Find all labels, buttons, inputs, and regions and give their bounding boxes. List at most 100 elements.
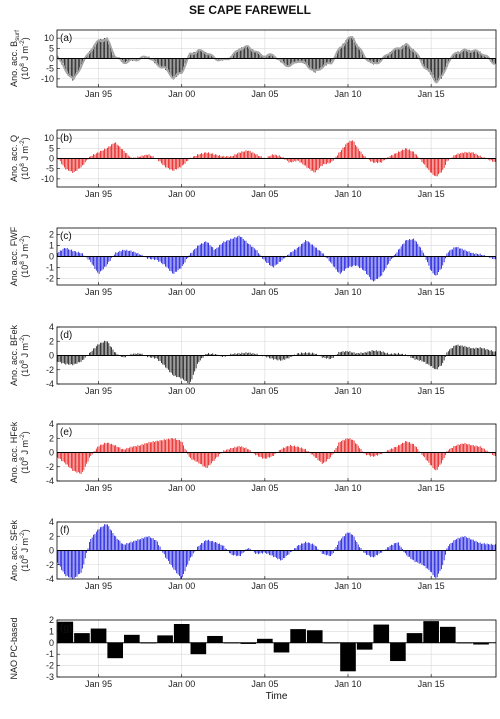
bar [353,256,355,266]
bar [492,544,494,551]
bar [174,438,176,453]
bar [478,155,480,159]
bar [477,51,478,59]
bar [366,352,367,356]
bar [91,452,93,455]
bar [382,256,384,273]
bar [432,355,434,368]
bar [456,345,457,356]
bar [313,452,315,457]
bar [284,256,286,259]
bar [219,452,221,455]
bar [176,439,178,453]
bar [366,550,367,555]
bar [411,443,413,453]
bar [338,351,340,356]
bar [180,158,182,168]
bar [183,256,185,265]
bar [377,550,379,556]
bar [66,452,68,465]
bar [116,446,118,453]
bar [169,439,171,453]
bar [104,524,106,551]
bar [172,256,173,274]
bar [256,452,258,456]
bar [124,634,140,643]
bar [148,536,150,551]
bar [378,158,380,163]
bar [108,256,110,262]
bar [134,540,136,551]
bar [89,352,90,356]
bar [167,58,169,73]
bar [86,452,88,464]
bar [163,158,165,166]
bar [368,256,370,277]
bar [306,58,308,66]
bar [61,355,63,364]
bar [274,550,276,557]
bar [187,256,189,259]
bar [325,256,327,258]
bar [94,451,96,453]
x-tick-label: Jan 05 [251,679,278,689]
bar [391,448,392,453]
bar [259,452,261,457]
bar [346,351,348,356]
bar [154,256,155,261]
y-tick-label: 10 [44,33,54,43]
bar [276,550,277,558]
bar [158,355,160,361]
bar [278,550,280,559]
bar [360,50,362,59]
bar [414,550,416,563]
bar [324,355,326,359]
bar [410,443,412,453]
bar [301,543,302,551]
bar [384,352,385,356]
bar [454,445,456,453]
bar [367,256,369,276]
bar [233,238,234,257]
bar [359,256,360,269]
bar [194,156,196,159]
bar [80,355,82,362]
y-tick-label: 1 [49,241,54,251]
bar [95,346,97,356]
y-axis-unit: (108 J m-2) [19,137,30,179]
bar [332,158,334,161]
bar [464,49,466,59]
bar [298,544,300,551]
bar [176,355,178,378]
bar [127,58,129,62]
bar [65,452,67,465]
bar [283,157,284,159]
bar [287,58,288,66]
bar [389,449,391,453]
bar [64,355,65,364]
bar [316,353,318,356]
bar [118,447,119,453]
bar [79,550,81,574]
bar [140,445,142,453]
bar [398,47,399,59]
bar [457,153,459,159]
bar [141,444,143,453]
bar [395,253,397,257]
bar [342,256,344,271]
bar [413,238,415,257]
bar [321,58,323,68]
bar [165,58,166,71]
bar [459,52,460,59]
bar [445,452,446,456]
bar [474,154,476,159]
bar [440,256,442,269]
bar [170,58,172,76]
bar [296,446,298,453]
bar [199,355,201,361]
bar [206,242,208,257]
y-tick-label: -2 [46,273,54,283]
bar [180,550,182,579]
bar [62,58,64,67]
bar [319,58,320,70]
